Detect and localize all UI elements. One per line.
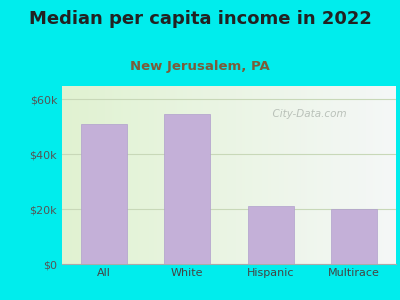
Bar [248,206,294,264]
Bar [164,114,210,264]
Text: City-Data.com: City-Data.com [266,109,346,119]
Text: Median per capita income in 2022: Median per capita income in 2022 [28,11,372,28]
Bar [331,209,377,264]
Text: New Jerusalem, PA: New Jerusalem, PA [130,60,270,73]
Bar [81,124,127,264]
